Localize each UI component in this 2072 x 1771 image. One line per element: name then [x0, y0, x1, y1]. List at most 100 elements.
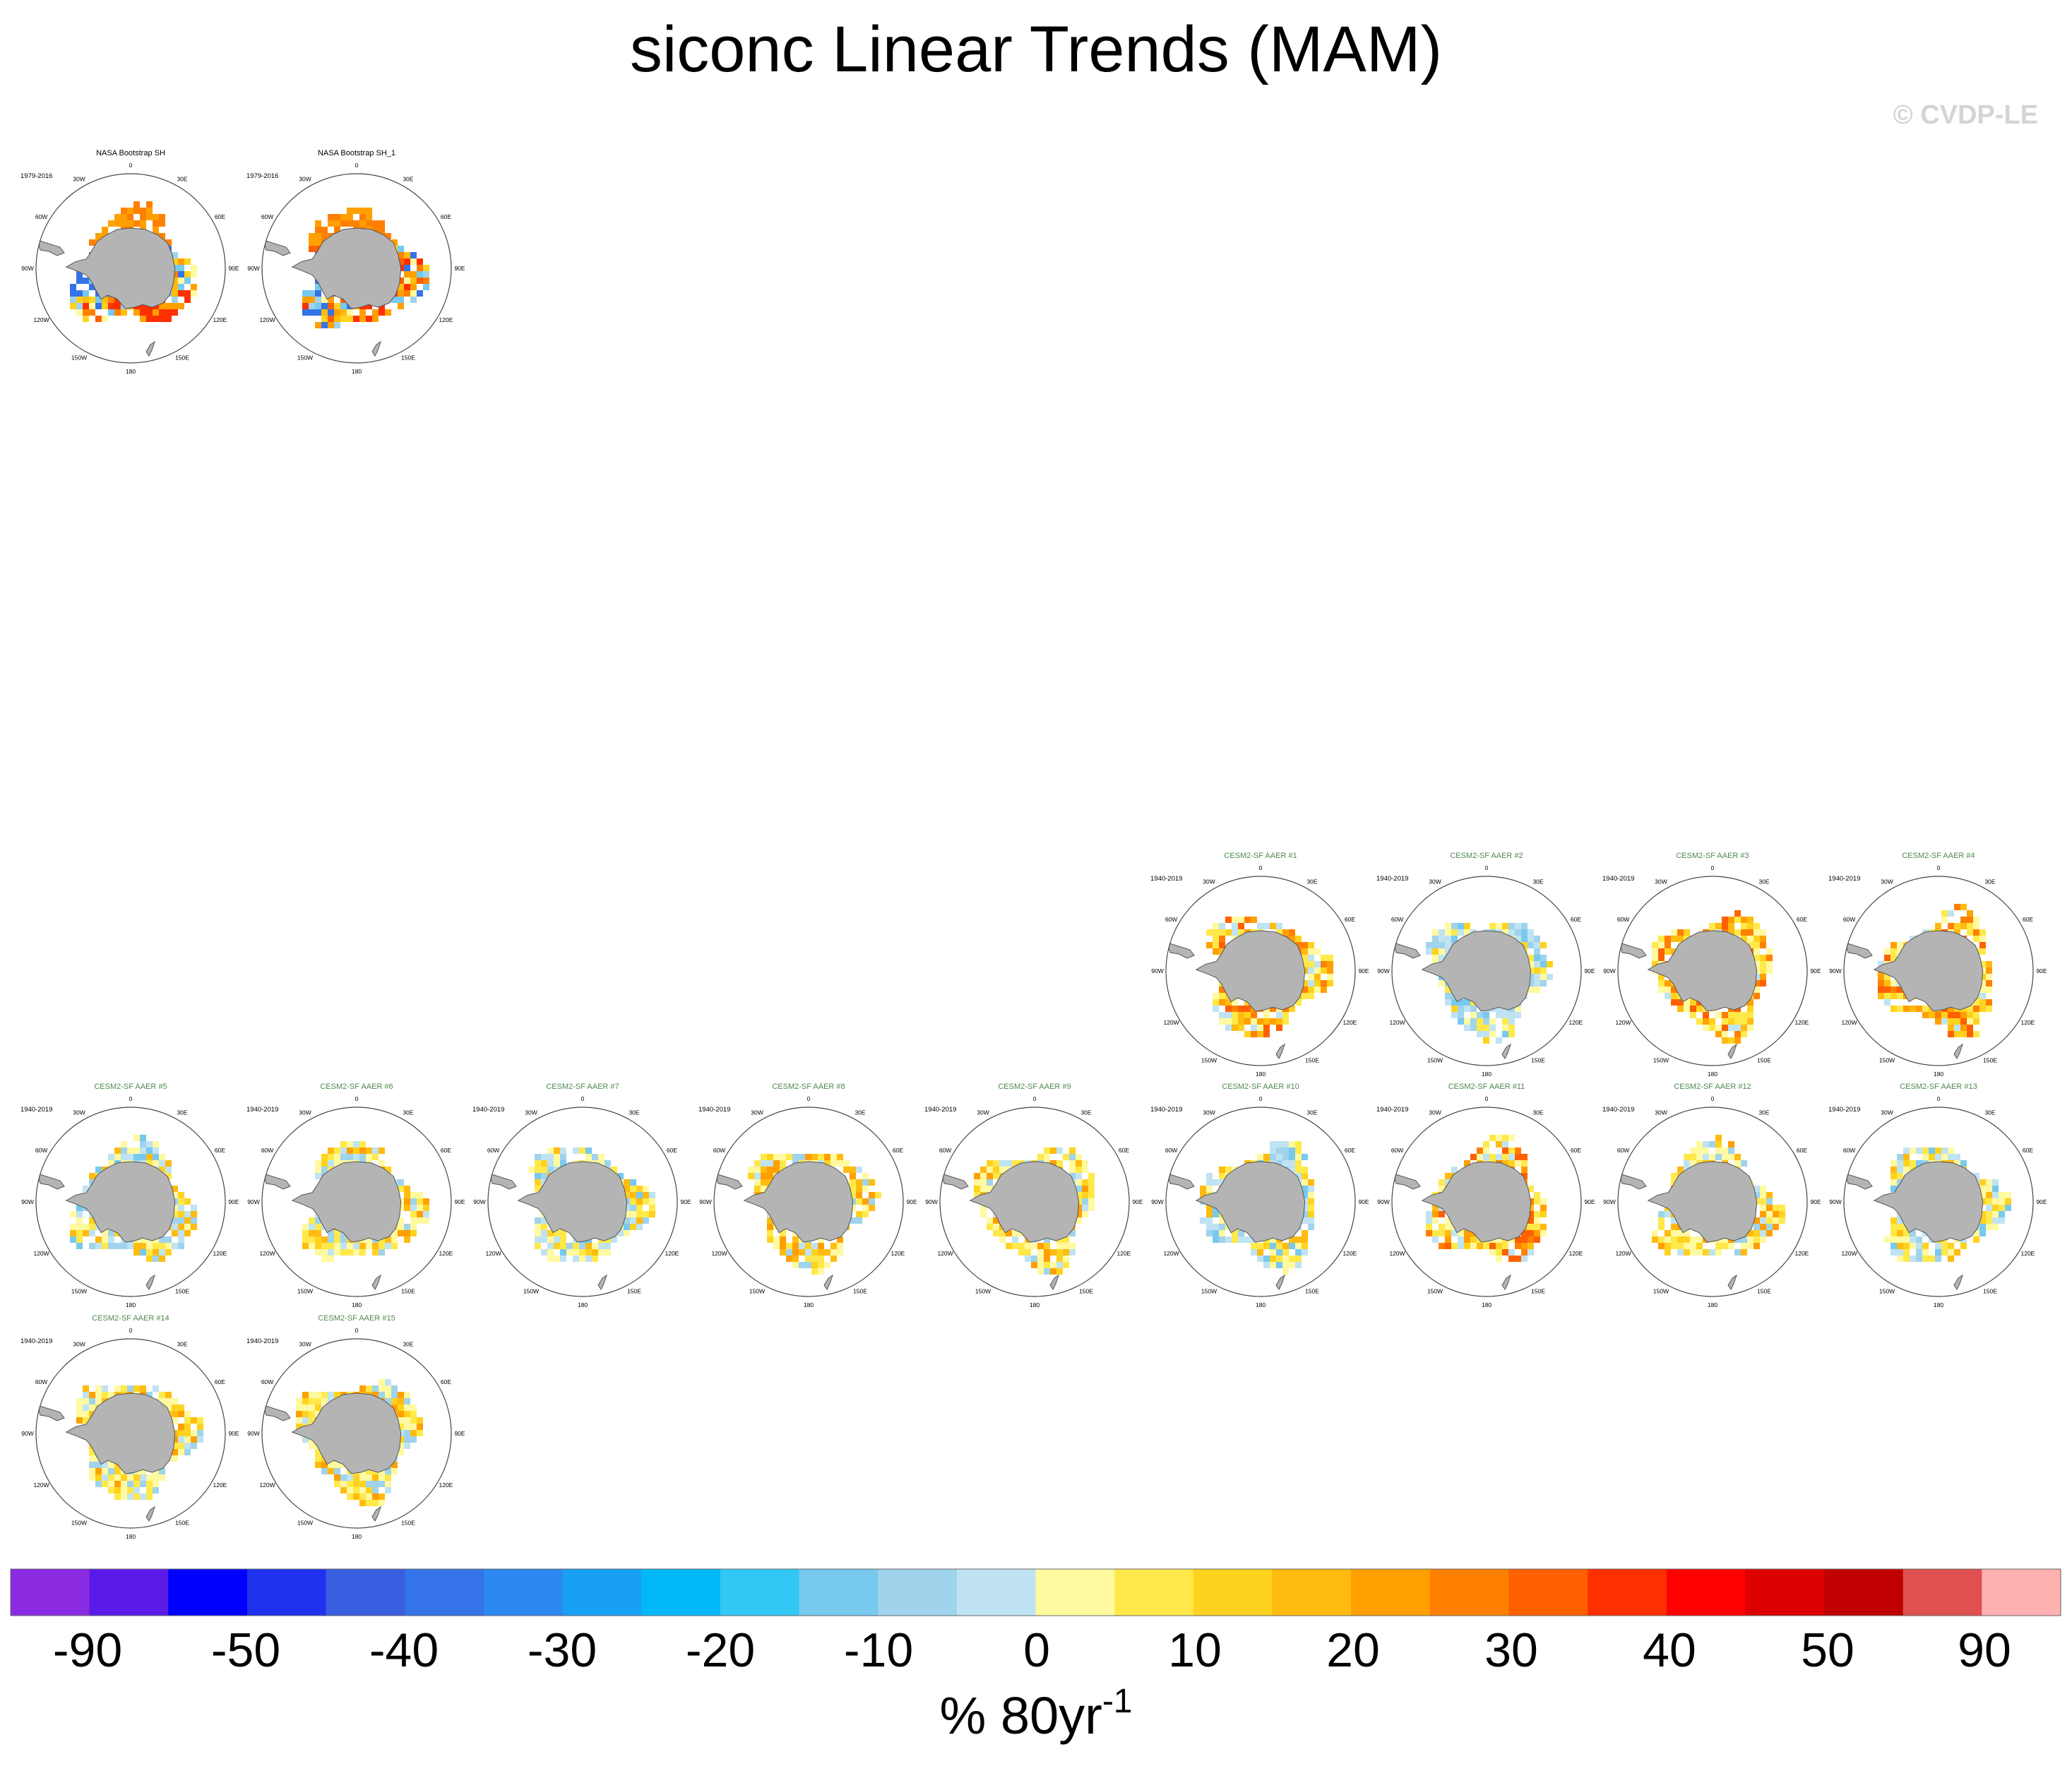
colorbar-tick-label: -30: [528, 1623, 597, 1677]
panel-period: 1940-2019: [1828, 875, 1860, 883]
meridian-label: 180: [352, 1301, 362, 1308]
meridian-label: 60W: [1165, 1147, 1177, 1154]
meridian-label: 30W: [1429, 1109, 1441, 1116]
meridian-label: 90E: [680, 1198, 691, 1205]
antarctica-landmass: [291, 1161, 402, 1243]
colorbar-swatch: [483, 1569, 564, 1616]
meridian-label: 30E: [177, 176, 187, 183]
meridian-label: 30E: [177, 1109, 187, 1116]
map-panel: CESM2-SF AAER #6 1940-2019 0 30E 60E 90E 120E 1…: [246, 1083, 465, 1308]
antarctica-landmass: [1647, 1161, 1758, 1243]
meridian-label: 0: [1259, 1095, 1263, 1102]
meridian-label: 150W: [71, 354, 87, 361]
meridian-label: 60W: [1617, 1147, 1629, 1154]
meridian-label: 30W: [977, 1109, 989, 1116]
panel-title: CESM2-SF AAER #14: [92, 1314, 169, 1323]
meridian-label: 0: [1485, 864, 1489, 871]
meridian-label: 90W: [1151, 967, 1163, 974]
meridian-label: 120W: [1389, 1019, 1405, 1026]
meridian-label: 180: [804, 1301, 814, 1308]
map-panel: CESM2-SF AAER #1 1940-2019 0 30E 60E 90E 120E 1…: [1150, 852, 1369, 1078]
meridian-label: 30W: [73, 176, 85, 183]
map-boundary: [261, 173, 452, 364]
meridian-label: 150E: [1757, 1287, 1771, 1294]
meridian-label: 60W: [1391, 916, 1403, 923]
panel-title: CESM2-SF AAER #7: [546, 1083, 619, 1091]
meridian-label: 150W: [523, 1287, 539, 1294]
meridian-label: 180: [126, 368, 136, 375]
meridian-label: 120W: [259, 316, 275, 323]
meridian-label: 30W: [1655, 1109, 1667, 1116]
panel-period: 1940-2019: [1150, 1106, 1182, 1114]
map-panel: CESM2-SF AAER #14 1940-2019 0 30E 60E 90E 120E…: [20, 1314, 239, 1540]
meridian-label: 0: [1033, 1095, 1037, 1102]
colorbar: -90 -50 -40 -30 -20 -10 0 10 20 30 40 50 90 % 80yr-1: [10, 1568, 2061, 1745]
colorbar-tick-label: -90: [53, 1623, 122, 1677]
new-zealand: [1275, 1043, 1285, 1059]
colorbar-tick-label: -20: [686, 1623, 755, 1677]
colorbar-swatch: [1824, 1569, 1904, 1616]
colorbar-swatch: [11, 1569, 90, 1616]
meridian-label: 0: [1937, 1095, 1941, 1102]
meridian-label: 150W: [1201, 1287, 1217, 1294]
meridian-label: 120E: [1795, 1250, 1809, 1257]
meridian-label: 90W: [473, 1198, 485, 1205]
meridian-label: 150E: [175, 354, 189, 361]
map-panel: CESM2-SF AAER #10 1940-2019 0 30E 60E 90E 120E…: [1150, 1083, 1369, 1308]
south-america-tip: [263, 1173, 291, 1190]
new-zealand: [1275, 1274, 1285, 1290]
meridian-label: 0: [1259, 864, 1263, 871]
map-boundary: [487, 1107, 678, 1297]
meridian-label: 90E: [2036, 1198, 2047, 1205]
meridian-label: 0: [129, 162, 133, 169]
south-america-tip: [1619, 1173, 1647, 1190]
south-america-tip: [1393, 942, 1421, 959]
south-america-tip: [37, 239, 65, 256]
colorbar-swatch: [562, 1569, 642, 1616]
meridian-label: 150W: [1653, 1287, 1669, 1294]
meridian-label: 60W: [35, 213, 47, 220]
meridian-label: 150W: [71, 1287, 87, 1294]
meridian-label: 60W: [487, 1147, 499, 1154]
colorbar-swatch: [1745, 1569, 1825, 1616]
meridian-label: 30W: [1203, 878, 1215, 886]
meridian-label: 60E: [1571, 1147, 1581, 1154]
meridian-label: 120W: [1615, 1019, 1631, 1026]
colorbar-swatch: [1982, 1569, 2061, 1616]
meridian-label: 90W: [247, 1430, 259, 1437]
colorbar-swatch: [799, 1569, 879, 1616]
meridian-label: 150E: [1757, 1056, 1771, 1063]
meridian-label: 60W: [939, 1147, 951, 1154]
colorbar-tick-label: -40: [369, 1623, 439, 1677]
meridian-label: 90W: [247, 265, 259, 272]
colorbar-swatch: [1903, 1569, 1982, 1616]
south-america-tip: [1845, 1173, 1873, 1190]
new-zealand: [145, 1274, 155, 1290]
meridian-label: 0: [355, 162, 359, 169]
meridian-label: 60W: [1843, 1147, 1855, 1154]
panel-period: 1940-2019: [1602, 1106, 1634, 1114]
meridian-label: 30E: [1306, 878, 1317, 886]
meridian-label: 150E: [175, 1519, 189, 1526]
meridian-label: 180: [578, 1301, 588, 1308]
meridian-label: 90E: [1810, 967, 1821, 974]
panel-period: 1940-2019: [1602, 875, 1634, 883]
colorbar-swatch: [405, 1569, 484, 1616]
meridian-label: 90W: [1377, 967, 1389, 974]
meridian-label: 60E: [1345, 916, 1355, 923]
antarctica-landmass: [1647, 930, 1758, 1012]
meridian-label: 60E: [2023, 916, 2033, 923]
meridian-label: 120W: [1615, 1250, 1631, 1257]
meridian-label: 90E: [1358, 1198, 1369, 1205]
meridian-label: 150E: [1531, 1287, 1545, 1294]
meridian-label: 30W: [1429, 878, 1441, 886]
colorbar-swatch: [1351, 1569, 1431, 1616]
antarctica-landmass: [1421, 1161, 1532, 1243]
meridian-label: 60E: [667, 1147, 677, 1154]
south-america-tip: [37, 1405, 65, 1421]
meridian-label: 90W: [21, 1430, 33, 1437]
meridian-label: 150E: [1983, 1287, 1997, 1294]
antarctica-landmass: [291, 227, 402, 309]
map-boundary: [1843, 876, 2034, 1066]
meridian-label: 60E: [215, 1147, 225, 1154]
